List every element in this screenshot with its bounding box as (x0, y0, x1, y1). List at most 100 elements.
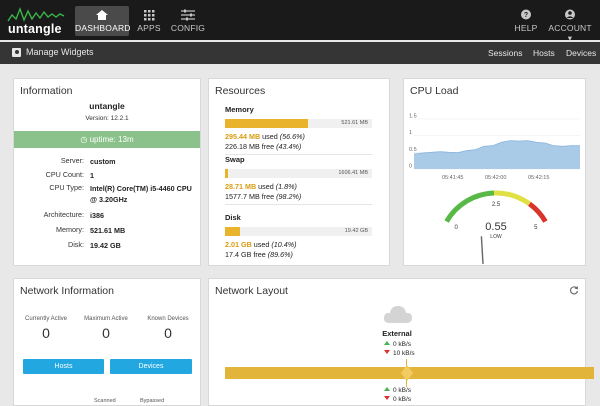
info-value: i386 (90, 211, 104, 220)
resource-used: 28.71 MB used (1.8%) (225, 182, 297, 191)
widget-title: Information (20, 85, 73, 97)
x-tick-label: 05:41:45 (442, 175, 463, 181)
gauge-band-high (527, 201, 548, 223)
info-value: 1 (90, 171, 94, 180)
arrow-down-icon (384, 396, 390, 400)
y-tick-label: 0 (409, 164, 412, 170)
brand-name: untangle (8, 22, 62, 36)
resource-divider (225, 204, 372, 205)
info-key: Server: (60, 156, 84, 165)
y-tick-label: 1 (409, 130, 412, 136)
gauge-band-mid (493, 190, 531, 206)
resource-free: 226.18 MB free (43.4%) (225, 142, 301, 151)
hosts-link[interactable]: Hosts (533, 48, 555, 58)
nav-help-label: HELP (514, 23, 538, 33)
devices-link[interactable]: Devices (566, 48, 597, 58)
connector-diamond (401, 365, 413, 381)
cpu-area (414, 140, 580, 169)
used-percent: (10.4%) (271, 240, 297, 249)
gauge-tick-label: 5 (534, 225, 538, 231)
free-text: 226.18 MB free (225, 142, 275, 151)
arrow-down-icon (384, 350, 390, 354)
chevron-down-icon: ▾ (567, 33, 573, 43)
resource-bar-fill (225, 169, 228, 178)
hosts-button[interactable]: Hosts (23, 359, 104, 374)
nav-config-label: CONFIG (170, 23, 206, 33)
info-key: Architecture: (43, 210, 84, 219)
devices-button[interactable]: Devices (110, 359, 192, 374)
untangle-logo[interactable]: untangle (6, 3, 72, 37)
gauge-needle (480, 236, 484, 265)
resource-total: 521.61 MB (341, 120, 368, 126)
free-percent: (98.2%) (276, 192, 302, 201)
info-key: Disk: (68, 240, 84, 249)
version: Version: 12.2.1 (85, 115, 129, 122)
gauge-band-low (444, 190, 495, 223)
nav-help[interactable]: ? HELP (512, 6, 540, 36)
y-tick-label: 0.5 (409, 147, 417, 153)
stat-value: 0 (164, 325, 172, 341)
nav-apps-label: APPS (137, 23, 161, 33)
free-text: 17.4 GB free (225, 250, 266, 259)
logo-wave-icon (7, 7, 65, 22)
widget-title: Resources (215, 85, 266, 97)
free-text: 1577.7 MB free (225, 192, 275, 201)
stat-label: Known Devices (147, 316, 189, 322)
widget-title: Network Information (20, 285, 114, 297)
info-key: CPU Type: (49, 183, 84, 192)
stat-label: Maximum Active (84, 316, 128, 322)
arrow-up-icon (384, 341, 390, 345)
used-value: 2.01 GB (225, 240, 252, 249)
resource-total: 19.42 GB (344, 228, 368, 234)
used-percent: (1.8%) (275, 182, 297, 191)
network-information-widget: Network Information Currently Active 0 Max… (13, 278, 201, 406)
home-icon (96, 10, 108, 20)
gauge-tick-label: 0 (454, 225, 458, 231)
cpu-load-chart: 1.5 1 0.5 0 05:41:45 05:42:00 05:42:15 0 2.5 5 0.5… (409, 114, 580, 265)
info-value: Intel(R) Core(TM) i5-4460 CPU @ 3.20GHz (90, 184, 192, 204)
sessions-link[interactable]: Sessions (488, 48, 523, 58)
info-value: 19.42 GB (90, 241, 121, 250)
used-percent: (56.6%) (279, 132, 305, 141)
free-percent: (89.6%) (267, 250, 293, 259)
gauge-value: 0.55 (485, 221, 506, 233)
cloud-icon (383, 306, 412, 323)
stat-value: 0 (102, 325, 110, 341)
nav-apps[interactable]: APPS (134, 6, 164, 36)
widget-title: CPU Load (410, 85, 459, 97)
nav-config[interactable]: CONFIG (168, 6, 208, 36)
manage-widgets-label: Manage Widgets (26, 47, 94, 57)
cpu-line (413, 140, 580, 155)
nav-dashboard[interactable]: DASHBOARD (75, 6, 130, 36)
resource-bar-fill (225, 227, 241, 236)
x-tick-label: 05:42:00 (485, 175, 506, 181)
resource-used: 295.44 MB used (56.6%) (225, 132, 305, 141)
used-word: used (262, 132, 278, 141)
resource-bar-fill (225, 119, 309, 128)
resource-free: 1577.7 MB free (98.2%) (225, 192, 301, 201)
x-tick-label: 05:42:15 (528, 175, 549, 181)
nav-account-label: ACCOUNT ▾ (548, 23, 592, 43)
cpu-load-widget: CPU Load 1.5 1 0.5 0 05:41:45 05:42:00 05:42:1… (403, 78, 586, 266)
refresh-icon[interactable] (569, 285, 579, 295)
used-value: 28.71 MB (225, 182, 257, 191)
resource-label: Swap (225, 155, 245, 164)
manage-widgets-button[interactable]: Manage Widgets (12, 47, 94, 57)
stat-value: 0 (42, 325, 50, 341)
nav-account[interactable]: ACCOUNT ▾ (545, 6, 595, 43)
connector-line (406, 359, 407, 367)
scanned-label: Scanned (94, 398, 116, 404)
download-rate: 10 kB/s (384, 350, 415, 357)
grid-icon (144, 10, 155, 21)
clock-icon: ◷ (80, 135, 88, 144)
resource-label: Disk (225, 213, 241, 222)
used-value: 295.44 MB (225, 132, 261, 141)
resource-free: 17.4 GB free (89.6%) (225, 250, 293, 259)
upload-rate: 0 kB/s (384, 387, 411, 394)
resource-used: 2.01 GB used (10.4%) (225, 240, 297, 249)
resource-bar: 521.61 MB (225, 119, 372, 128)
external-label: External (382, 329, 412, 338)
connector-line (406, 379, 407, 387)
network-layout-widget: Network Layout External 0 kB/s 10 kB/s 0… (208, 278, 594, 406)
free-percent: (43.4%) (276, 142, 302, 151)
